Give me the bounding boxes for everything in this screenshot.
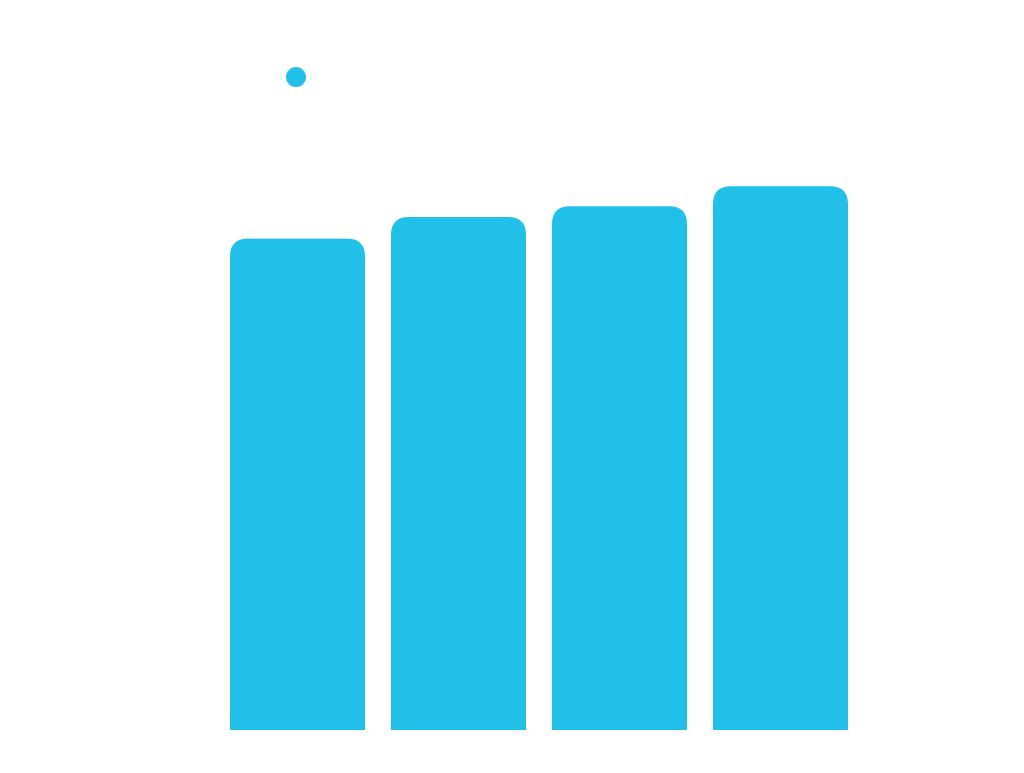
legend (286, 67, 314, 87)
legend-swatch (286, 67, 306, 87)
bar-1 (230, 238, 365, 730)
bar-2 (391, 217, 526, 730)
bar-3 (552, 206, 687, 730)
bar-4 (713, 186, 848, 731)
